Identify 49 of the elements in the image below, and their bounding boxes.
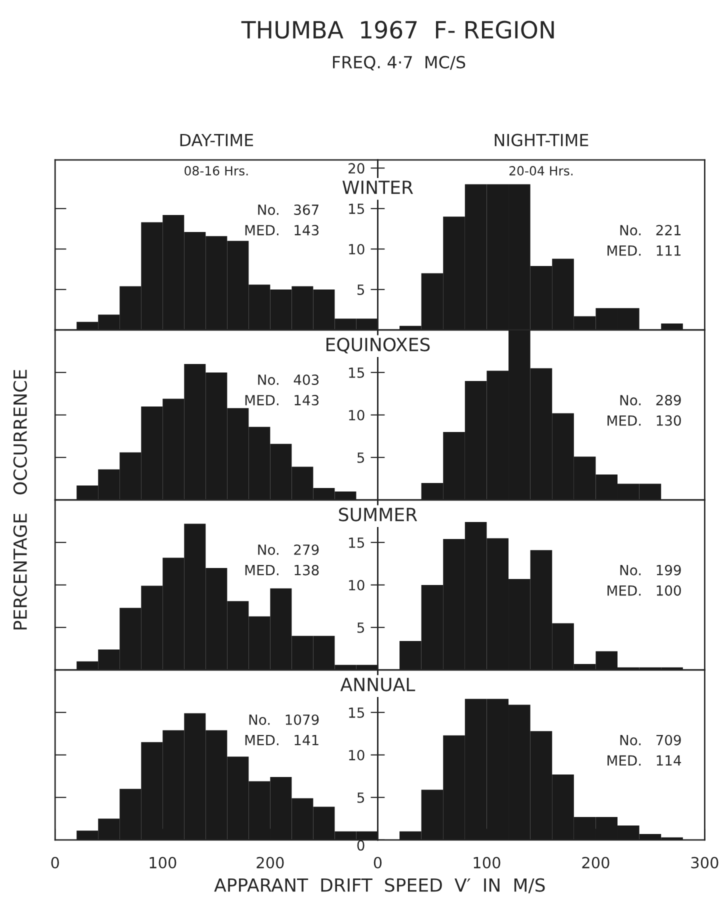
x-tick-label: 300 <box>691 856 718 868</box>
text: WINTER <box>342 180 414 194</box>
annotation: MED. 130 <box>608 415 681 426</box>
y-tick-label: 15 <box>349 204 364 214</box>
chart-subtitle: ANNUAL <box>340 678 416 692</box>
y-tick-label: 10 <box>349 750 364 760</box>
y-tick-label: 5 <box>357 622 364 633</box>
text: THUMBA 1967 F- REGION <box>241 20 554 39</box>
x-axis-title: APPARANT DRIFT SPEED V′ IN M/S <box>214 878 545 894</box>
annotation: No. 709 <box>620 734 681 746</box>
annotation: MED. 138 <box>245 564 319 576</box>
x-tick-label: 0 <box>374 856 382 868</box>
chart-title: NIGHT-TIME <box>494 134 588 146</box>
y-tick-label: 10 <box>349 244 364 254</box>
annotation: MED. 143 <box>245 224 319 236</box>
chart-title: DAY-TIME <box>180 134 254 146</box>
annotation: No. 367 <box>258 204 318 216</box>
annotation: No. 221 <box>620 224 681 236</box>
annotation: MED. 141 <box>245 735 318 746</box>
x-tick-label: 200 <box>256 856 284 868</box>
x-tick-label: 100 <box>150 856 176 868</box>
y-tick-label: 5 <box>357 792 364 803</box>
chart-subtitle: EQUINOXES <box>326 338 430 354</box>
y-tick-label: 5 <box>357 452 364 463</box>
y-tick-label: 15 <box>349 708 364 718</box>
annotation: 20-04 Hrs. <box>509 166 573 176</box>
x-tick-label: 200 <box>582 856 610 868</box>
annotation: 08-16 Hrs. <box>184 166 248 176</box>
y-tick-label: 10 <box>349 410 364 420</box>
chart-subtitle: SUMMER <box>339 508 418 522</box>
annotation: MED. 114 <box>608 755 682 766</box>
annotation: MED. 111 <box>608 245 681 256</box>
annotation: MED. 100 <box>608 585 681 596</box>
text: FREQ. 4·7 MC/S <box>333 56 466 70</box>
y-tick-label: 10 <box>349 580 364 590</box>
y-tick-label: 0 <box>357 840 364 851</box>
y-tick-label: 20 <box>348 163 364 174</box>
annotation: No. 199 <box>620 564 681 576</box>
x-tick-label: 100 <box>474 856 500 868</box>
annotation: No. 289 <box>620 394 681 406</box>
y-tick-label: 15 <box>349 368 364 378</box>
y-axis-title: PERCENTAGE OCCURRENCE <box>13 370 27 630</box>
annotation: No. 1079 <box>249 714 319 725</box>
y-tick-label: 5 <box>357 284 364 295</box>
annotation: No. 279 <box>258 544 319 555</box>
x-tick-label: 0 <box>51 856 59 868</box>
annotation: No. 403 <box>258 374 319 385</box>
annotation: MED. 143 <box>245 394 319 406</box>
y-tick-label: 15 <box>349 538 364 548</box>
